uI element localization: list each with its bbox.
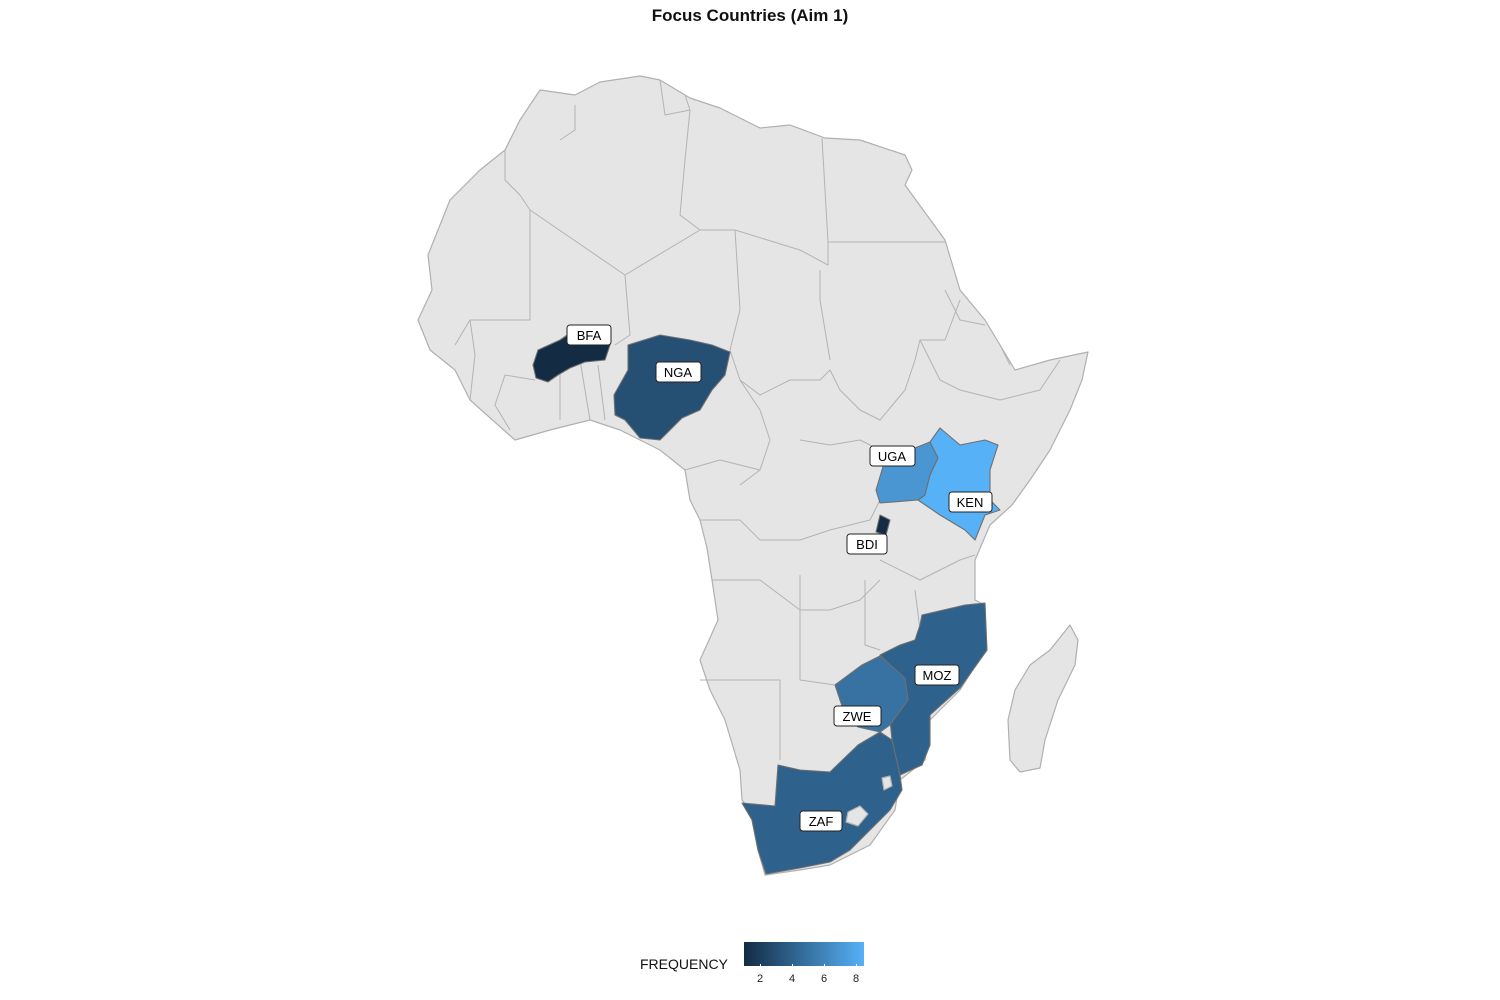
label-bdi-text: BDI <box>856 537 878 552</box>
madagascar-landmass <box>1007 624 1079 773</box>
eswatini-shape <box>881 775 893 791</box>
legend-tickmark-8 <box>856 964 857 968</box>
legend-tickmark-2 <box>760 964 761 968</box>
legend-title: FREQUENCY <box>640 956 728 972</box>
country-nga[interactable] <box>613 334 731 441</box>
legend-colorbar: 2 4 6 8 <box>744 942 864 985</box>
label-zaf: ZAF <box>799 810 843 832</box>
legend-tick-4: 4 <box>788 973 796 985</box>
country-zaf[interactable] <box>741 731 903 875</box>
frequency-legend: FREQUENCY 2 4 6 8 <box>640 940 900 990</box>
legend-tick-8: 8 <box>852 973 860 985</box>
legend-tick-6: 6 <box>820 973 828 985</box>
label-zwe: ZWE <box>833 705 882 727</box>
label-moz: MOZ <box>914 664 960 686</box>
label-uga: UGA <box>869 445 916 467</box>
label-bfa-text: BFA <box>577 328 602 343</box>
label-ken-text: KEN <box>957 495 984 510</box>
label-bdi: BDI <box>846 533 888 555</box>
country-borders <box>454 79 1061 760</box>
label-nga: NGA <box>655 361 702 383</box>
label-zwe-text: ZWE <box>843 709 872 724</box>
legend-tickmark-6 <box>824 964 825 968</box>
legend-tick-2: 2 <box>756 973 764 985</box>
lesotho-shape <box>845 805 869 827</box>
label-ken: KEN <box>948 491 993 513</box>
country-labels: BFA NGA UGA KEN BDI MOZ ZWE ZAF <box>566 324 993 832</box>
legend-tickmark-4 <box>792 964 793 968</box>
label-moz-text: MOZ <box>923 668 952 683</box>
map-title: Focus Countries (Aim 1) <box>651 6 849 25</box>
label-bfa: BFA <box>566 324 612 346</box>
label-uga-text: UGA <box>878 449 907 464</box>
label-zaf-text: ZAF <box>809 814 834 829</box>
label-nga-text: NGA <box>664 365 693 380</box>
